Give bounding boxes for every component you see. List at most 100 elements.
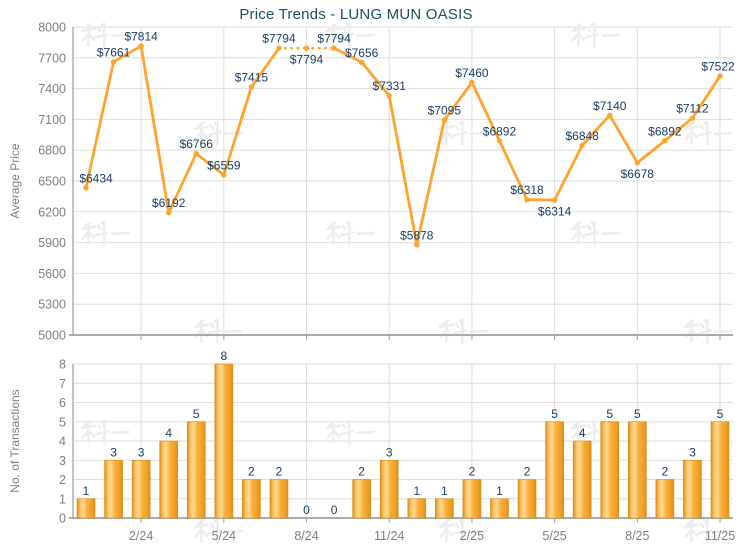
watermark-stroke [94,429,109,436]
watermark-icon [80,419,130,445]
price-point-marker [110,59,117,65]
transaction-bar [435,498,454,519]
watermark-icon [193,518,243,544]
watermark-stroke [699,322,705,329]
watermark-icon [570,220,620,246]
price-point-marker [496,138,503,144]
watermark-stroke [224,329,243,334]
bar-value-label: 3 [689,445,696,459]
watermark-stroke [200,528,209,538]
watermark-stroke [584,230,599,237]
y-tick-label-price: 7700 [38,51,66,65]
price-point-marker [303,45,310,51]
watermark-stroke [571,32,580,42]
transaction-bar [159,440,178,519]
y-tick-label-transactions: 2 [59,473,66,487]
bar-value-label: 1 [83,484,90,498]
transaction-bar [655,479,675,519]
y-tick-label-transactions: 6 [59,396,66,410]
bar-value-label: 2 [524,465,531,479]
watermark-stroke [224,529,243,534]
watermark-stroke [714,131,733,136]
watermark-stroke [571,429,580,439]
watermark-stroke [356,430,375,435]
price-point-marker [138,43,144,49]
y-axis-title-transactions: No. of Transactions [8,389,22,493]
watermark-icon [683,120,733,146]
price-point-label: $6192 [152,196,186,210]
price-point-label: $7415 [235,71,269,85]
transaction-bar [683,459,702,519]
watermark-stroke [454,124,460,131]
transaction-bar [76,498,96,519]
transaction-bar [104,459,123,519]
y-tick-label-price: 5600 [38,267,66,281]
transaction-bar [269,479,289,519]
x-tick-label: 11/25 [705,529,735,543]
y-tick-label-price: 5900 [38,236,66,250]
watermark-stroke [697,130,712,137]
bar-value-label: 2 [662,465,669,479]
watermark-stroke [87,32,96,42]
y-tick-label-transactions: 7 [59,377,66,391]
watermark-stroke [356,231,375,236]
bar-value-label: 0 [303,503,310,517]
watermark-stroke [714,329,733,334]
transaction-bar [131,459,151,519]
watermark-icon [570,22,620,48]
watermark-stroke [200,130,209,140]
price-point-marker [662,138,668,144]
bar-value-label: 2 [248,465,255,479]
y-tick-label-price: 6500 [38,175,66,189]
watermark-stroke [454,322,460,329]
bar-value-label: 3 [386,445,393,459]
bar-value-label: 3 [110,445,117,459]
watermark-icon [438,518,488,544]
watermark-stroke [326,429,335,439]
watermark-stroke [584,32,599,39]
watermark-stroke [356,33,375,38]
watermark-stroke [586,423,592,430]
watermark-stroke [452,130,467,137]
y-tick-label-price: 6200 [38,205,66,219]
transaction-bar [462,479,482,519]
watermark-stroke [571,230,580,240]
transaction-bar [214,363,234,519]
watermark-stroke [81,32,90,42]
transaction-bar [490,498,509,519]
bar-value-label: 5 [717,407,724,421]
bar-value-label: 2 [358,465,365,479]
bar-value-label: 4 [579,426,586,440]
y-tick-label-price: 5000 [38,329,66,343]
price-point-label: $7814 [124,30,158,44]
bar-value-label: 5 [634,407,641,421]
watermark-stroke [690,130,699,140]
price-point-label: $7794 [290,53,324,67]
watermark-stroke [87,230,96,240]
watermark-stroke [577,429,586,439]
watermark-stroke [207,328,222,335]
price-point-label: $6766 [180,137,214,151]
watermark-stroke [684,528,693,538]
price-point-label: $7656 [345,46,379,60]
watermark-stroke [469,329,488,334]
price-point-marker [689,115,696,121]
watermark-stroke [699,522,705,529]
watermark-stroke [332,429,341,439]
watermark-stroke [699,124,705,131]
price-point-marker [579,142,585,148]
watermark-icon [683,318,733,344]
price-point-label: $5878 [400,228,434,242]
price-point-label: $6678 [621,167,655,181]
watermark-stroke [332,230,341,240]
x-tick-label: 5/24 [212,529,236,543]
y-tick-label-price: 5300 [38,298,66,312]
transaction-bar [600,421,620,519]
x-tick-label: 8/25 [625,529,649,543]
watermark-stroke [584,429,599,436]
price-point-marker [441,117,448,123]
watermark-stroke [339,429,354,436]
watermark-stroke [81,429,90,439]
transaction-bar [628,421,647,519]
